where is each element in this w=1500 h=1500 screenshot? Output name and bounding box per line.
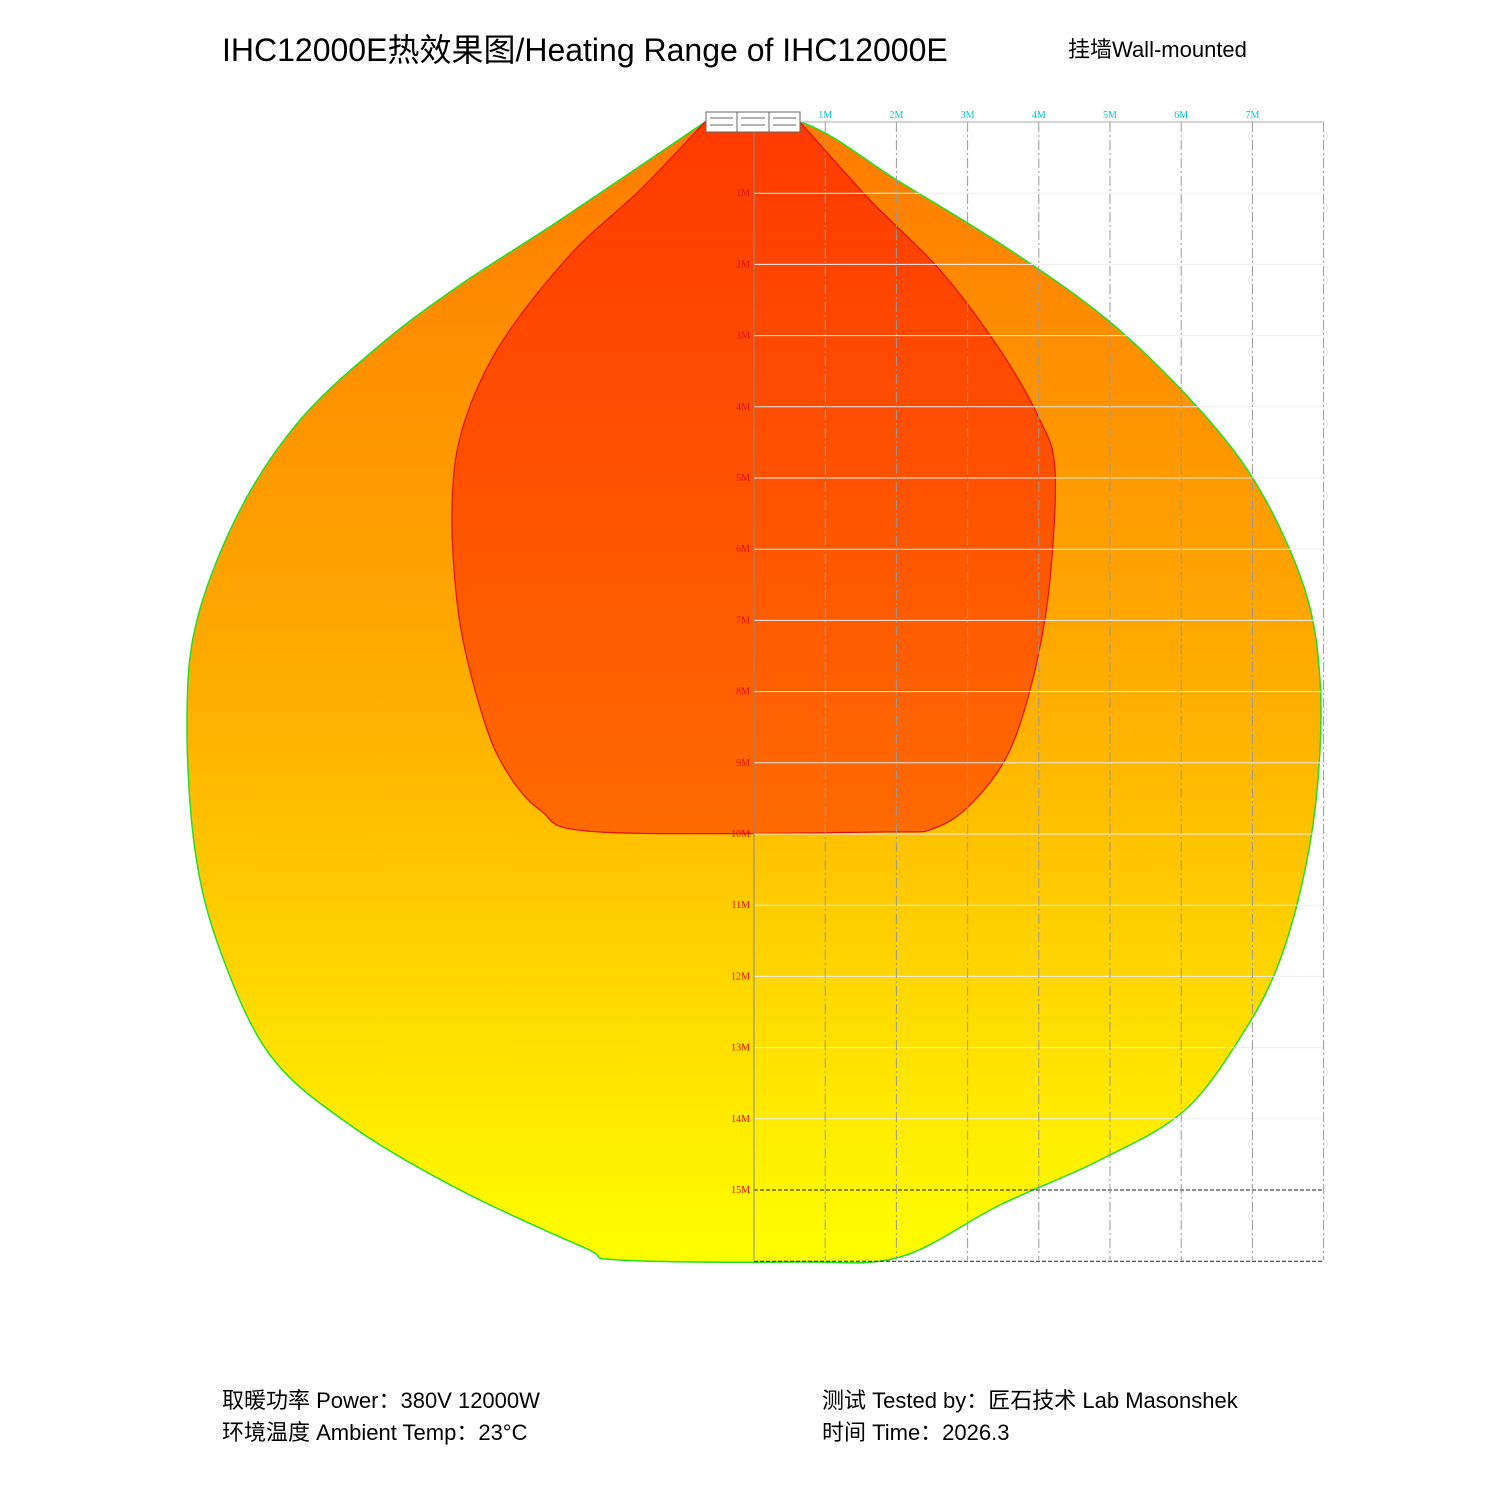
test-time: 时间 Time：2026.3 [822,1420,1009,1445]
x-label: 2M [889,110,903,121]
x-label: 3M [961,110,975,121]
y-label: 4M [736,402,750,413]
y-label: 1M [736,188,750,199]
x-label: 1M [818,110,832,121]
y-label: 5M [736,473,750,484]
y-label: 10M [731,829,750,840]
y-label: 14M [731,1114,750,1125]
ambient-temp: 环境温度 Ambient Temp：23°C [222,1420,528,1445]
y-label: 6M [736,544,750,555]
title: IHC12000E热效果图/Heating Range of IHC12000E [222,32,948,68]
y-label: 9M [736,758,750,769]
x-label: 5M [1103,110,1117,121]
y-label: 11M [731,900,750,911]
y-label: 8M [736,687,750,698]
x-label: 7M [1245,110,1259,121]
y-label: 12M [731,971,750,982]
y-label: 3M [736,331,750,342]
heater [705,111,801,133]
grid: 1M 2M 3M 4M 5M 6M 7M 1M 2M 3M 4M 5M 6M 7M 8M 9M 10M 11M 12… [731,110,1325,1262]
y-label: 15M [731,1185,750,1196]
y-label: 7M [736,615,750,626]
y-label: 13M [731,1043,750,1054]
x-label: 6M [1174,110,1188,121]
tested-by: 测试 Tested by：匠石技术 Lab Masonshek [822,1388,1239,1413]
power: 取暖功率 Power：380V 12000W [222,1388,540,1413]
y-label: 2M [736,259,750,270]
x-label: 4M [1032,110,1046,121]
mount-type: 挂墙Wall-mounted [1068,37,1247,62]
